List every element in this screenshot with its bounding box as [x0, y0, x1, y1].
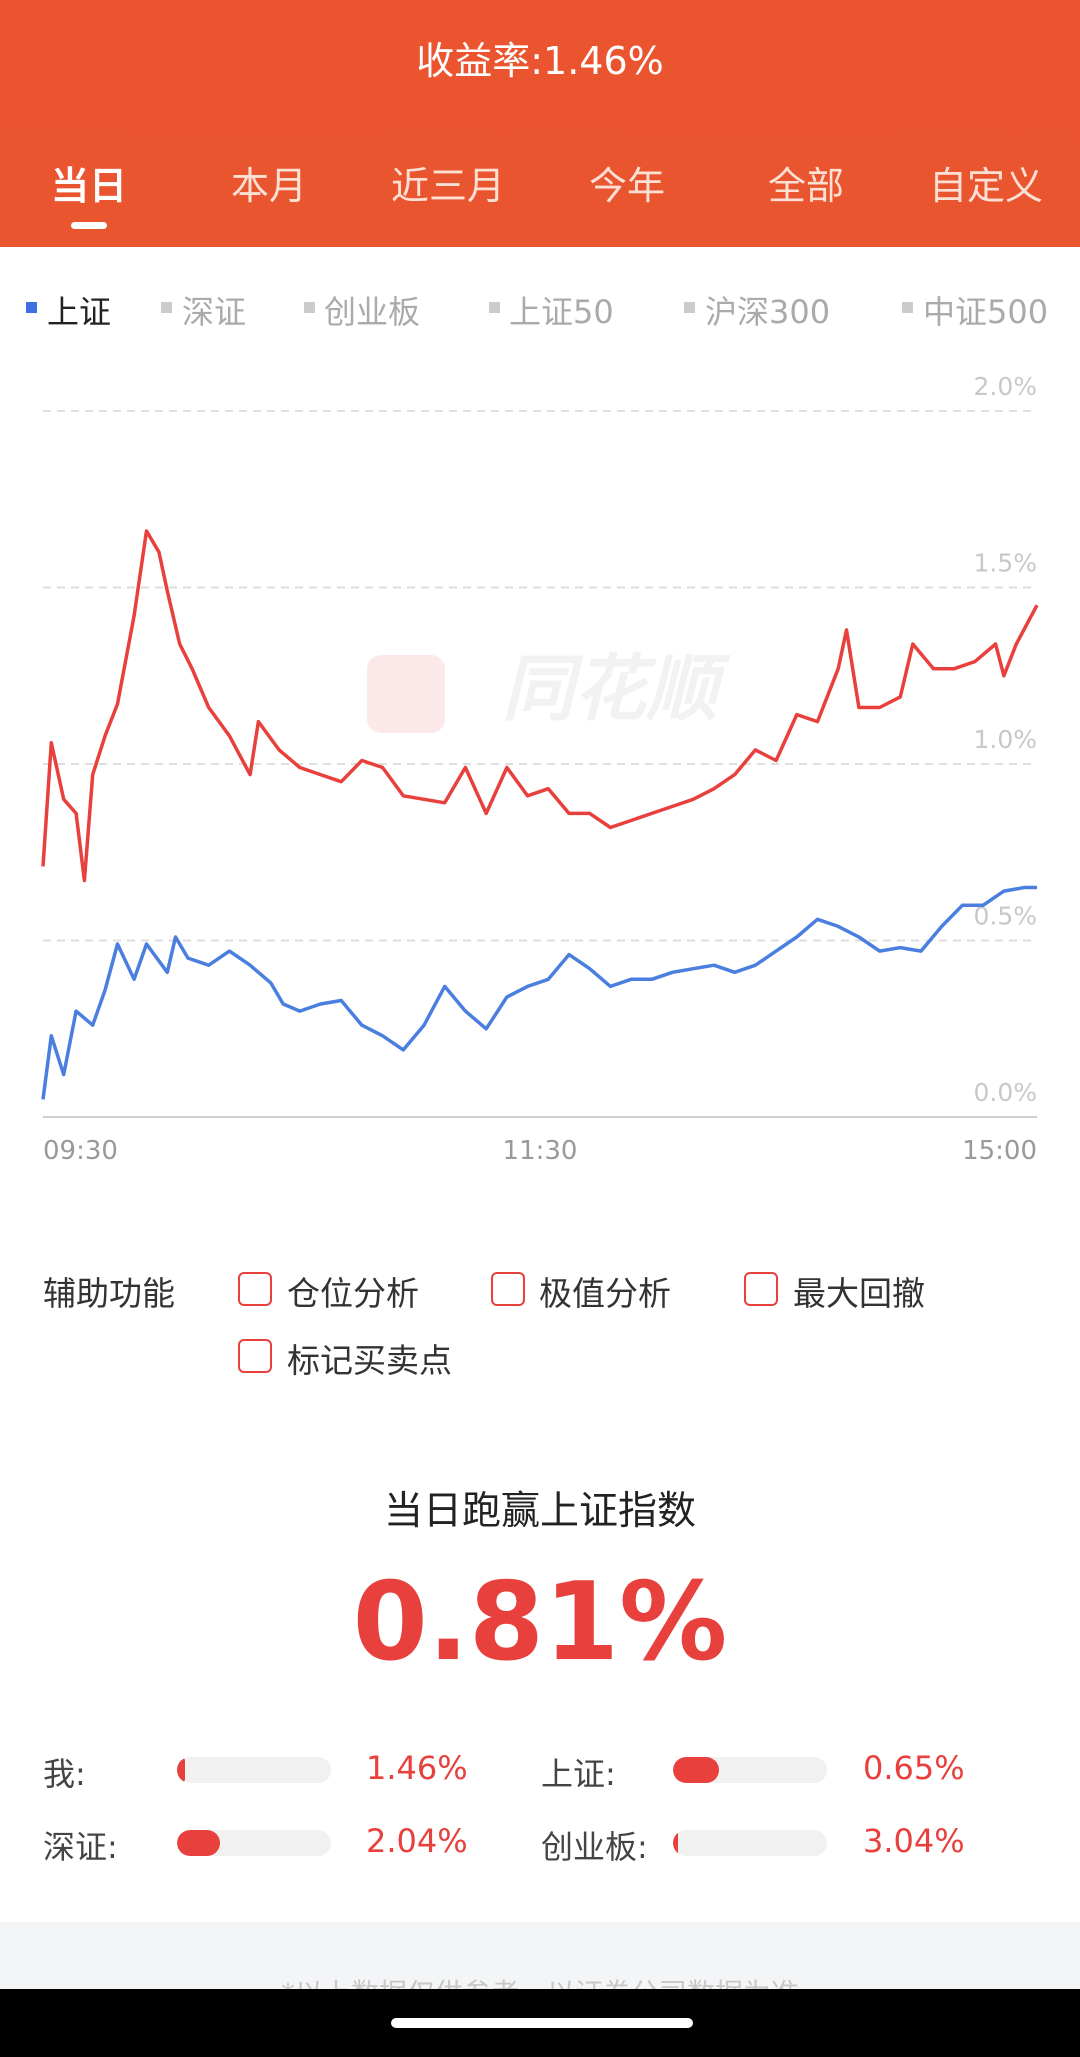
legend-item[interactable]: 上证50 [509, 293, 614, 331]
compare-fill [177, 1757, 185, 1783]
legend-item[interactable]: 深证 [182, 293, 247, 331]
compare-label: 我: [43, 1755, 86, 1793]
tab[interactable]: 自定义 [928, 164, 1043, 208]
compare-fill [673, 1830, 678, 1856]
x-tick-label: 11:30 [503, 1136, 578, 1166]
home-indicator[interactable] [391, 2018, 693, 2028]
summary-title: 当日跑赢上证指数 [383, 1489, 696, 1534]
compare-value: 3.04% [863, 1822, 965, 1860]
summary-value: 0.81% [352, 1560, 728, 1685]
checkbox[interactable] [238, 1272, 272, 1306]
compare-value: 1.46% [366, 1749, 468, 1787]
watermark-logo [367, 655, 445, 733]
x-tick-label: 15:00 [962, 1136, 1037, 1166]
tab[interactable]: 全部 [767, 164, 844, 208]
checkbox-label[interactable]: 最大回撤 [793, 1274, 925, 1313]
checkbox[interactable] [238, 1339, 272, 1373]
y-tick-label: 2.0% [973, 372, 1037, 401]
checkbox-label[interactable]: 仓位分析 [287, 1274, 419, 1313]
tab-indicator [71, 222, 107, 229]
compare-fill [177, 1830, 220, 1856]
footer-band: *以上数据仅供参考，以证券公司数据为准 [0, 1922, 1080, 1992]
header-title: 收益率:1.46% [416, 39, 664, 83]
legend-item[interactable]: 中证500 [923, 293, 1049, 331]
line-series [41, 885, 1037, 1100]
compare-fill [673, 1757, 719, 1783]
compare-track [177, 1757, 331, 1783]
checkbox[interactable] [744, 1272, 778, 1306]
legend-marker [489, 302, 500, 313]
y-tick-label: 0.0% [973, 1078, 1037, 1107]
legend-marker [26, 302, 37, 313]
y-tick-label: 1.5% [973, 549, 1037, 578]
compare-track [673, 1757, 827, 1783]
compare-track [673, 1830, 827, 1856]
legend-marker [902, 302, 913, 313]
tab[interactable]: 今年 [588, 164, 665, 208]
checkbox[interactable] [491, 1272, 525, 1306]
compare-track [177, 1830, 331, 1856]
legend-marker [161, 302, 172, 313]
legend-item[interactable]: 上证 [47, 293, 112, 331]
legend-marker [684, 302, 695, 313]
compare-label: 创业板: [541, 1828, 648, 1866]
line-series [41, 529, 1039, 883]
tab[interactable]: 本月 [230, 164, 307, 208]
compare-value: 0.65% [863, 1749, 965, 1787]
tab[interactable]: 近三月 [390, 164, 505, 208]
compare-value: 2.04% [366, 1822, 468, 1860]
aux-label: 辅助功能 [43, 1274, 175, 1313]
watermark: 同花顺 [502, 647, 731, 731]
legend-marker [304, 302, 315, 313]
checkbox-label[interactable]: 极值分析 [539, 1274, 671, 1313]
compare-label: 深证: [43, 1828, 118, 1866]
footer-note: *以上数据仅供参考，以证券公司数据为准 [0, 1972, 1080, 1992]
legend-item[interactable]: 创业板 [324, 293, 421, 331]
header [0, 0, 1080, 247]
checkbox-label[interactable]: 标记买卖点 [287, 1341, 452, 1380]
y-tick-label: 1.0% [973, 725, 1037, 754]
compare-label: 上证: [541, 1755, 616, 1793]
legend-item[interactable]: 沪深300 [705, 293, 831, 331]
x-tick-label: 09:30 [43, 1136, 118, 1166]
tab[interactable]: 当日 [50, 164, 127, 208]
